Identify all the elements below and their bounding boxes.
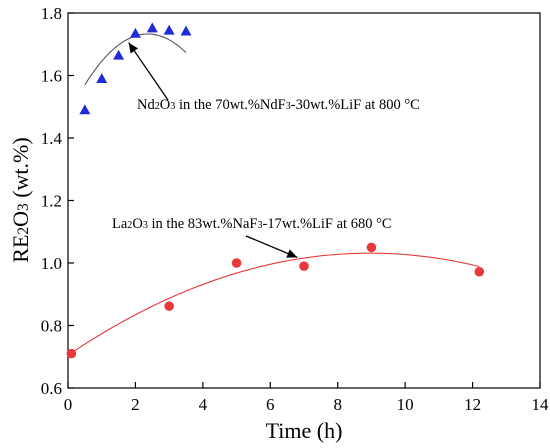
y-tick-label: 1.4 [41, 129, 63, 148]
data-markers [66, 22, 485, 359]
data-point-circle [66, 348, 77, 359]
x-tick-label: 0 [64, 395, 73, 414]
data-point-triangle [146, 22, 158, 33]
data-point-triangle [113, 49, 125, 60]
fit-curves [71, 33, 480, 354]
data-point-triangle [79, 104, 91, 115]
data-point-triangle [180, 25, 192, 36]
data-point-circle [164, 301, 174, 311]
y-tick-label: 0.8 [41, 317, 62, 336]
data-point-triangle [96, 73, 108, 84]
y-axis-label: RE2O3 (wt.%) [8, 137, 33, 262]
data-point-circle [474, 266, 485, 277]
y-tick-label: 1.2 [41, 192, 62, 211]
data-point-triangle [129, 27, 141, 38]
data-point-triangle [163, 24, 175, 35]
annotation-arrowhead [128, 42, 139, 54]
x-tick-label: 8 [333, 395, 342, 414]
annotation-arrow-line [128, 42, 169, 101]
x-tick-label: 10 [397, 395, 414, 414]
x-tick-label: 2 [131, 395, 140, 414]
y-tick-label: 1.8 [41, 4, 62, 23]
plot-frame [67, 12, 541, 389]
data-point-circle [366, 242, 377, 253]
annotation-arrowhead [286, 249, 298, 258]
x-tick-label: 4 [199, 395, 208, 414]
x-axis-label: Time (h) [266, 418, 343, 443]
annotations: Nd2O3 in the 70wt.%NdF3-30wt.%LiF at 800… [112, 42, 420, 258]
data-point-circle [231, 258, 242, 268]
annotation-text: La2O3 in the 83wt.%NaF3-17wt.%LiF at 680… [112, 216, 392, 232]
annotation-text: Nd2O3 in the 70wt.%NdF3-30wt.%LiF at 800… [137, 97, 420, 113]
y-tick-label: 1.6 [41, 67, 62, 86]
axis-ticks: 0 2 4 6 8 10 12 14 0.6 0.8 1.0 1.2 1.4 1.6 1.8 [41, 4, 549, 414]
y-tick-label: 1.0 [41, 254, 62, 273]
y-tick-label: 0.6 [41, 379, 62, 398]
data-point-circle [299, 261, 309, 271]
x-tick-label: 12 [464, 395, 481, 414]
x-tick-label: 14 [532, 395, 550, 414]
fit-curve-1 [71, 252, 480, 354]
x-tick-label: 6 [266, 395, 275, 414]
